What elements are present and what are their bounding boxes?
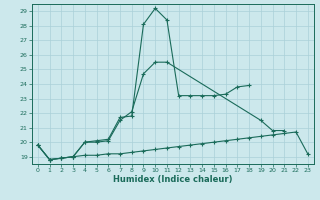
X-axis label: Humidex (Indice chaleur): Humidex (Indice chaleur)	[113, 175, 233, 184]
